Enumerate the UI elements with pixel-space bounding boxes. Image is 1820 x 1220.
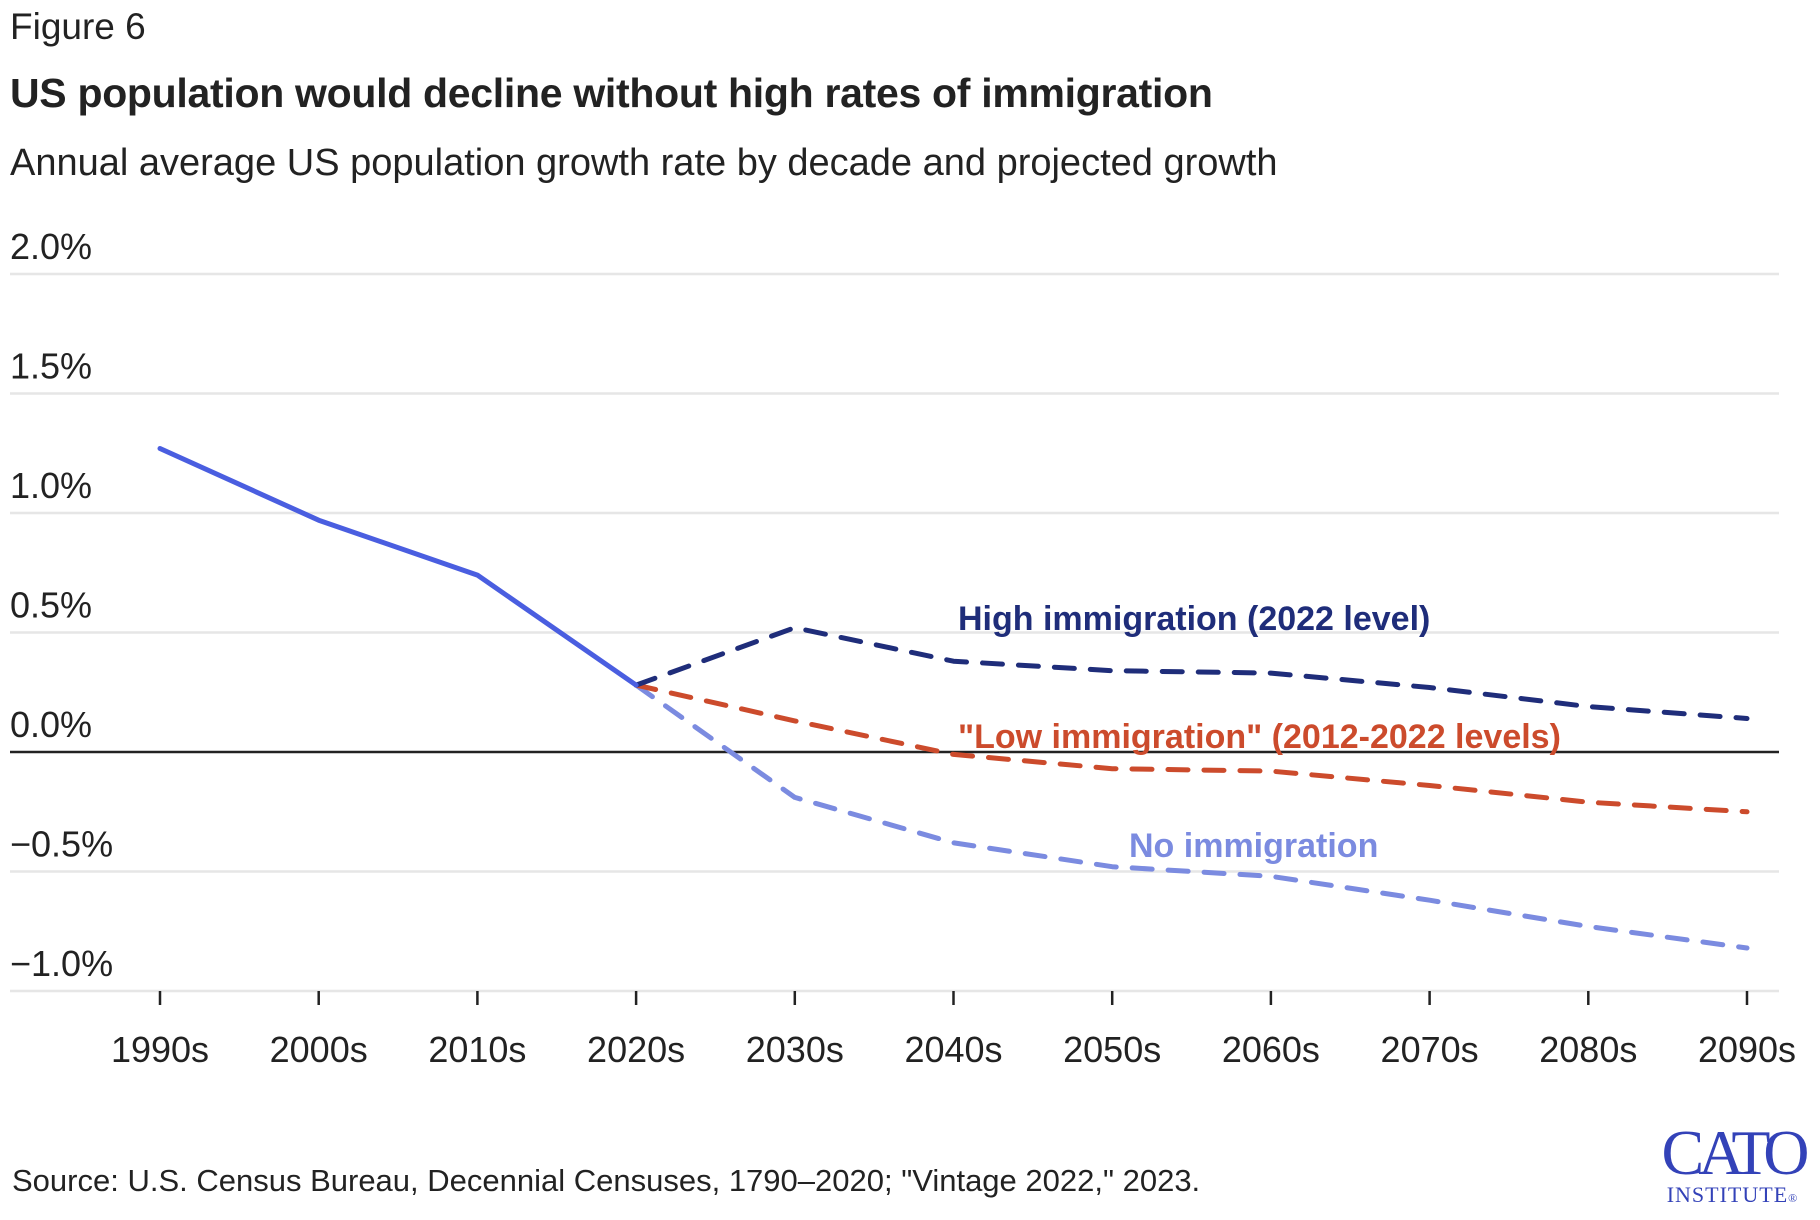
x-tick-label: 2020s <box>587 1029 685 1070</box>
series-line-no-immigration <box>633 682 1750 951</box>
x-tick-label: 2000s <box>270 1029 368 1070</box>
series-line-low-immigration-2012-2022-levels <box>633 682 1750 815</box>
x-tick-label: 2040s <box>904 1029 1002 1070</box>
source-note: Source: U.S. Census Bureau, Decennial Ce… <box>12 1163 1201 1198</box>
series-label: "Low immigration" (2012-2022 levels) <box>958 718 1561 756</box>
x-tick-label: 2010s <box>428 1029 526 1070</box>
y-tick-label: 1.0% <box>10 465 92 506</box>
logo-sub-word: INSTITUTE <box>1666 1182 1789 1207</box>
x-tick-label: 2080s <box>1539 1029 1637 1070</box>
y-tick-label: 1.5% <box>10 346 92 387</box>
logo-main-text: CATO <box>1661 1117 1810 1188</box>
x-axis: 1990s 2000s 2010s 2020s 2030s 2040s 2050s 2060s… <box>111 991 1796 1070</box>
x-tick-label: 2030s <box>746 1029 844 1070</box>
line-chart: 2.0% 1.5% 1.0% 0.5% 0.0% −0.5% −1.0% 1990s 2000… <box>10 226 1796 1070</box>
series-line-high-immigration-2022-level <box>633 625 1750 721</box>
y-axis-labels: 2.0% 1.5% 1.0% 0.5% 0.0% −0.5% −1.0% <box>10 226 113 984</box>
gridlines <box>10 272 1779 993</box>
x-tick-label: 2090s <box>1698 1029 1796 1070</box>
logo-sub-text: INSTITUTE® <box>1650 1182 1815 1211</box>
registered-mark-icon: ® <box>1788 1191 1799 1205</box>
series-label: High immigration (2022 level) <box>958 600 1430 638</box>
x-tick-label: 2050s <box>1063 1029 1161 1070</box>
chart-title: US population would decline without high… <box>10 70 1213 116</box>
series-line-historical <box>157 446 639 688</box>
y-tick-label: −0.5% <box>10 824 113 865</box>
cato-institute-logo: CATO INSTITUTE® <box>1650 1117 1815 1214</box>
y-tick-label: −1.0% <box>10 943 113 984</box>
chart-subtitle: Annual average US population growth rate… <box>10 142 1278 184</box>
x-tick-label: 2070s <box>1381 1029 1479 1070</box>
x-tick-label: 2060s <box>1222 1029 1320 1070</box>
figure-label: Figure 6 <box>10 6 146 47</box>
series-label: No immigration <box>1129 827 1378 865</box>
series-labels: High immigration (2022 level) "Low immigr… <box>958 600 1561 865</box>
y-tick-label: 0.5% <box>10 585 92 626</box>
x-tick-label: 1990s <box>111 1029 209 1070</box>
series-lines <box>157 446 1750 951</box>
y-tick-label: 0.0% <box>10 704 92 745</box>
y-tick-label: 2.0% <box>10 226 92 267</box>
